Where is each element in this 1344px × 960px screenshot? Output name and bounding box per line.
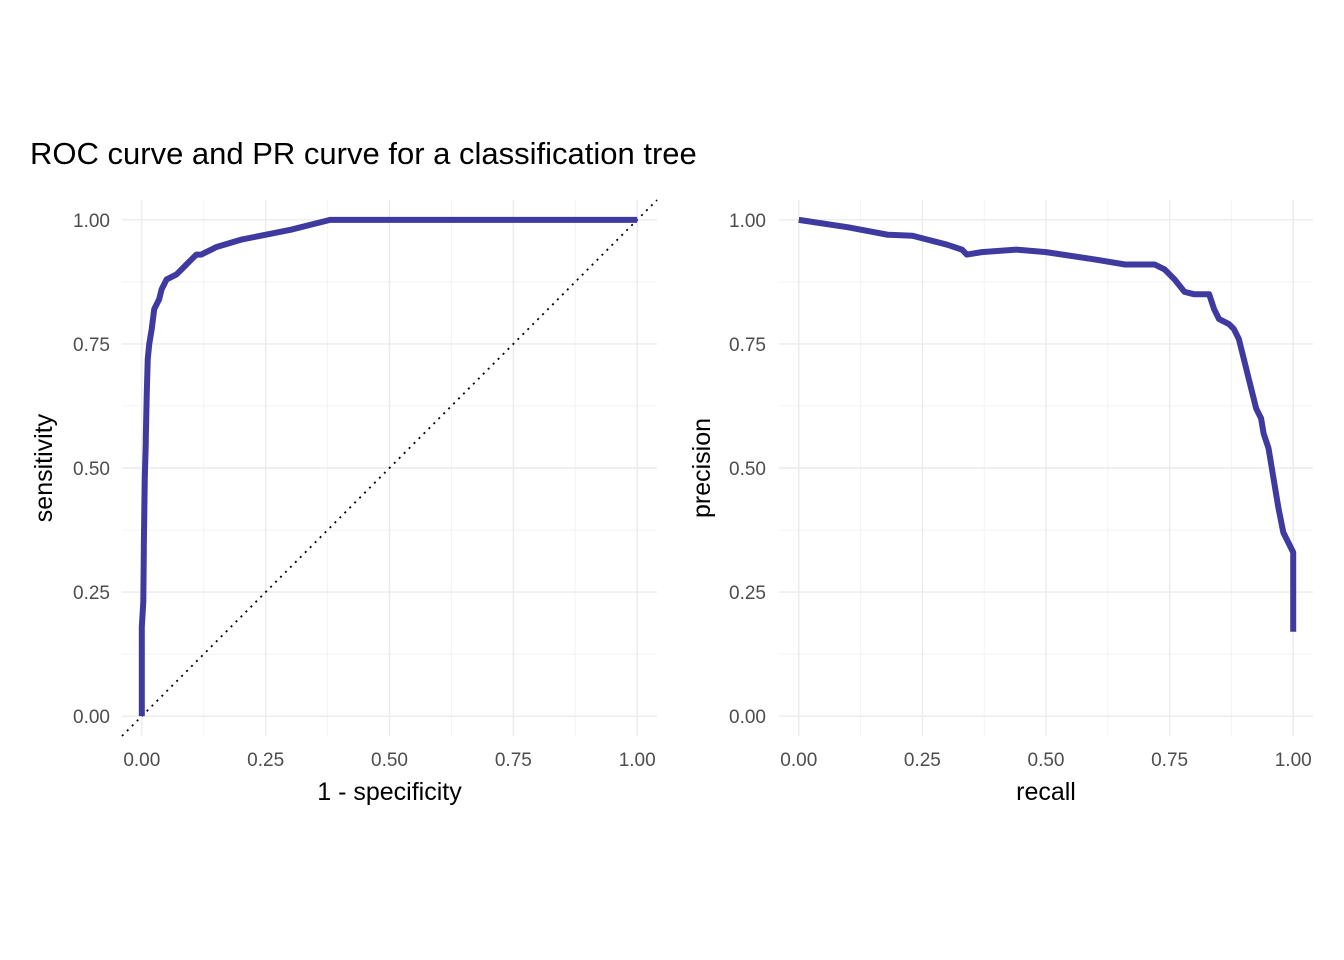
pr-x-tick-label: 1.00: [1275, 750, 1312, 771]
roc-x-axis-title: 1 - specificity: [317, 778, 462, 806]
pr-y-tick-label: 0.25: [729, 583, 766, 604]
pr-x-ticks: 0.00 0.25 0.50 0.75 1.00: [780, 750, 1311, 771]
roc-x-tick-label: 0.00: [123, 750, 160, 771]
pr-panel: 0.00 0.25 0.50 0.75 1.00 0.00 0.25 0.50 0.75 1.0…: [688, 200, 1313, 806]
roc-panel: 0.00 0.25 0.50 0.75 1.00 0.00 0.25 0.50 0.75 1.0…: [30, 199, 658, 806]
pr-curve-line: [798, 216, 1297, 632]
roc-y-tick-label: 0.75: [73, 335, 110, 356]
roc-x-tick-label: 0.25: [247, 750, 284, 771]
figure-title: ROC curve and PR curve for a classificat…: [30, 136, 697, 171]
pr-x-tick-label: 0.00: [780, 750, 817, 771]
roc-curve-line: [138, 216, 638, 717]
roc-series: [138, 216, 638, 717]
pr-grid: [779, 200, 1313, 736]
pr-x-tick-label: 0.75: [1151, 750, 1188, 771]
roc-y-tick-label: 0.25: [73, 583, 110, 604]
pr-y-tick-label: 0.50: [729, 459, 766, 480]
roc-x-ticks: 0.00 0.25 0.50 0.75 1.00: [123, 750, 655, 771]
pr-x-tick-label: 0.25: [904, 750, 941, 771]
pr-x-axis-title: recall: [1016, 778, 1076, 806]
roc-y-tick-label: 0.50: [73, 459, 110, 480]
roc-x-tick-label: 1.00: [619, 750, 656, 771]
roc-y-tick-label: 0.00: [73, 707, 110, 728]
roc-y-axis-title: sensitivity: [30, 413, 58, 522]
pr-y-ticks: 0.00 0.25 0.50 0.75 1.00: [729, 211, 766, 728]
pr-y-tick-label: 0.00: [729, 707, 766, 728]
roc-y-tick-label: 1.00: [73, 211, 110, 232]
roc-x-tick-label: 0.75: [495, 750, 532, 771]
roc-y-ticks: 0.00 0.25 0.50 0.75 1.00: [73, 211, 110, 728]
pr-series: [798, 216, 1297, 632]
pr-x-tick-label: 0.50: [1028, 750, 1065, 771]
pr-y-tick-label: 0.75: [729, 335, 766, 356]
roc-diagonal-reference: [121, 199, 658, 737]
roc-reference: [121, 199, 658, 737]
pr-y-axis-title: precision: [688, 418, 716, 518]
roc-x-tick-label: 0.50: [371, 750, 408, 771]
pr-y-tick-label: 1.00: [729, 211, 766, 232]
